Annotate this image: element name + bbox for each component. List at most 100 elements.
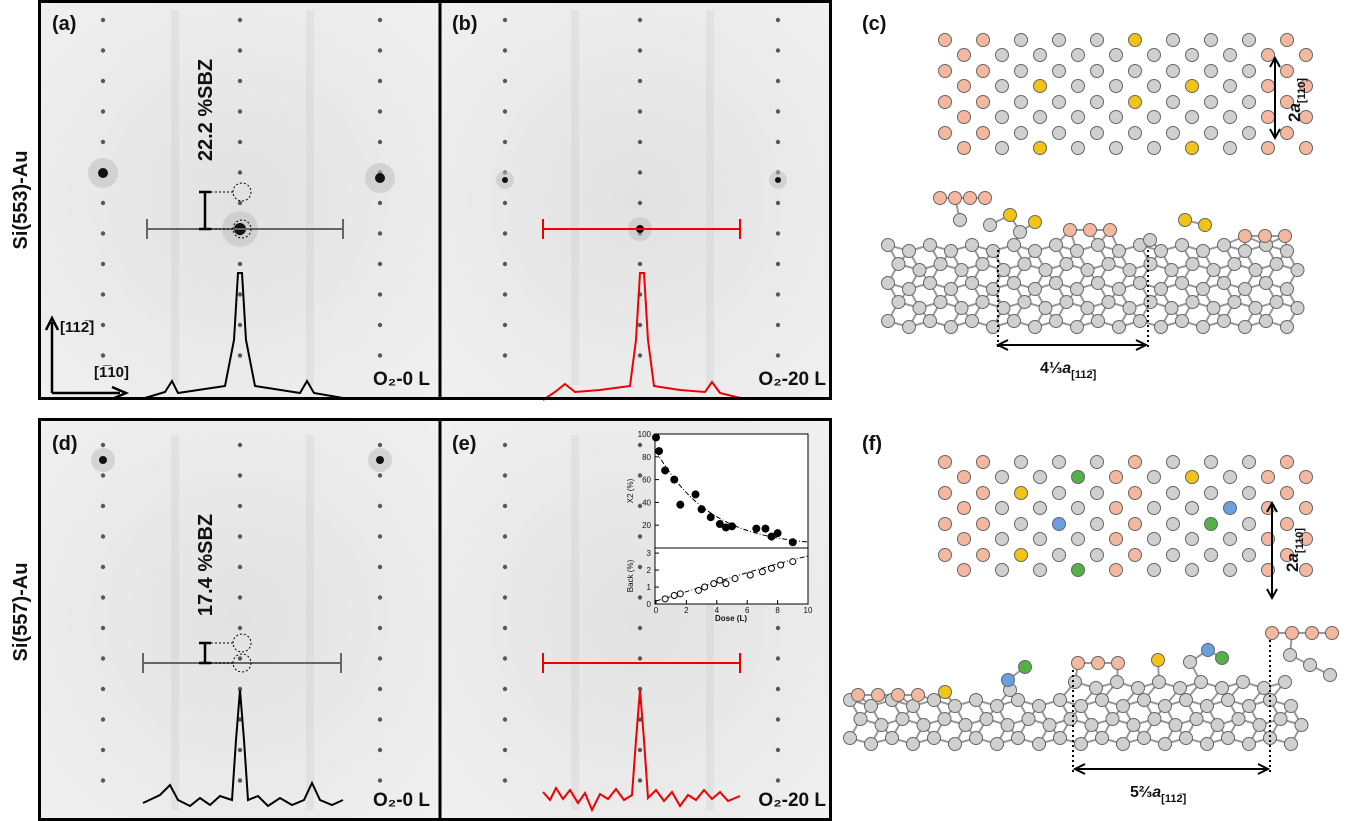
spot: [101, 231, 105, 235]
x-tick-label: 4: [715, 606, 720, 615]
atom: [1165, 302, 1178, 315]
atom: [1199, 219, 1212, 232]
x-tick-label: 0: [654, 606, 659, 615]
atom: [1090, 682, 1103, 695]
dose-label: O₂-0 L: [373, 790, 430, 811]
atom: [1148, 49, 1161, 62]
atom: [1239, 321, 1252, 334]
dose-label: O₂-20 L: [758, 369, 826, 390]
spot: [638, 109, 642, 113]
atom: [1075, 738, 1088, 751]
direction-label: [112̅]: [60, 319, 94, 336]
atom: [1019, 661, 1032, 674]
atom: [1201, 738, 1214, 751]
x-tick-label: 6: [745, 606, 750, 615]
atom: [958, 142, 971, 155]
atom: [1111, 676, 1124, 689]
atom: [1295, 719, 1308, 732]
atom: [1015, 456, 1028, 469]
atom: [1211, 719, 1224, 732]
atom: [977, 96, 990, 109]
atom: [907, 738, 920, 751]
atom: [1243, 96, 1256, 109]
streak: [571, 435, 579, 810]
spot: [776, 201, 780, 205]
atom: [1262, 471, 1275, 484]
y-tick-label: 3: [647, 549, 652, 558]
spot: [101, 534, 105, 538]
atom: [1034, 80, 1047, 93]
atom: [977, 34, 990, 47]
atom: [958, 471, 971, 484]
atom: [1291, 302, 1304, 315]
atom: [1029, 245, 1042, 258]
atom: [996, 111, 1009, 124]
atom: [852, 689, 865, 702]
spot: [502, 177, 508, 183]
atom: [1205, 518, 1218, 531]
atom: [1165, 264, 1178, 277]
atom: [1224, 471, 1237, 484]
spot: [503, 778, 507, 782]
atom: [1075, 700, 1088, 713]
spot: [378, 353, 382, 357]
atom: [1060, 258, 1073, 271]
atom: [1186, 258, 1199, 271]
atom: [1159, 700, 1172, 713]
spot: [776, 717, 780, 721]
atom: [1091, 456, 1104, 469]
atom: [1033, 700, 1046, 713]
spot: [98, 168, 108, 178]
period-sub: [112̅]: [1161, 793, 1186, 805]
atom: [1195, 676, 1208, 689]
spot: [238, 443, 242, 447]
data-point: [662, 596, 668, 602]
atom: [1243, 34, 1256, 47]
atom: [949, 192, 962, 205]
spot: [101, 262, 105, 266]
atom: [928, 694, 941, 707]
atom: [1218, 239, 1231, 252]
spot: [101, 595, 105, 599]
period-sub: [112̅]: [1071, 369, 1096, 381]
spot: [503, 140, 507, 144]
atom: [903, 245, 916, 258]
atom: [1132, 682, 1145, 695]
spot: [638, 565, 642, 569]
atom: [886, 732, 899, 745]
atom: [1072, 111, 1085, 124]
atom: [1148, 80, 1161, 93]
atom: [1281, 283, 1294, 296]
atom: [1110, 49, 1123, 62]
atom: [1169, 719, 1182, 732]
atom: [1015, 127, 1028, 140]
atom: [1053, 65, 1066, 78]
atom: [1285, 738, 1298, 751]
period-prefix: 4⅓: [1040, 360, 1062, 377]
spot: [776, 353, 780, 357]
atom: [1186, 471, 1199, 484]
atom: [958, 502, 971, 515]
atom: [1054, 732, 1067, 745]
atom: [1110, 80, 1123, 93]
spot: [776, 323, 780, 327]
atom: [1071, 245, 1084, 258]
spot: [238, 201, 242, 205]
atom: [945, 321, 958, 334]
atom: [954, 214, 967, 227]
atom: [1270, 296, 1283, 309]
atom: [875, 719, 888, 732]
spot: [378, 262, 382, 266]
atom: [882, 277, 895, 290]
spot: [776, 140, 780, 144]
atom: [1300, 49, 1313, 62]
atom: [1113, 245, 1126, 258]
atom: [1096, 694, 1109, 707]
atom: [949, 700, 962, 713]
data-point: [762, 525, 769, 532]
atom: [1262, 142, 1275, 155]
atom: [1060, 296, 1073, 309]
spot: [503, 717, 507, 721]
atom: [1138, 732, 1151, 745]
atom: [1167, 456, 1180, 469]
